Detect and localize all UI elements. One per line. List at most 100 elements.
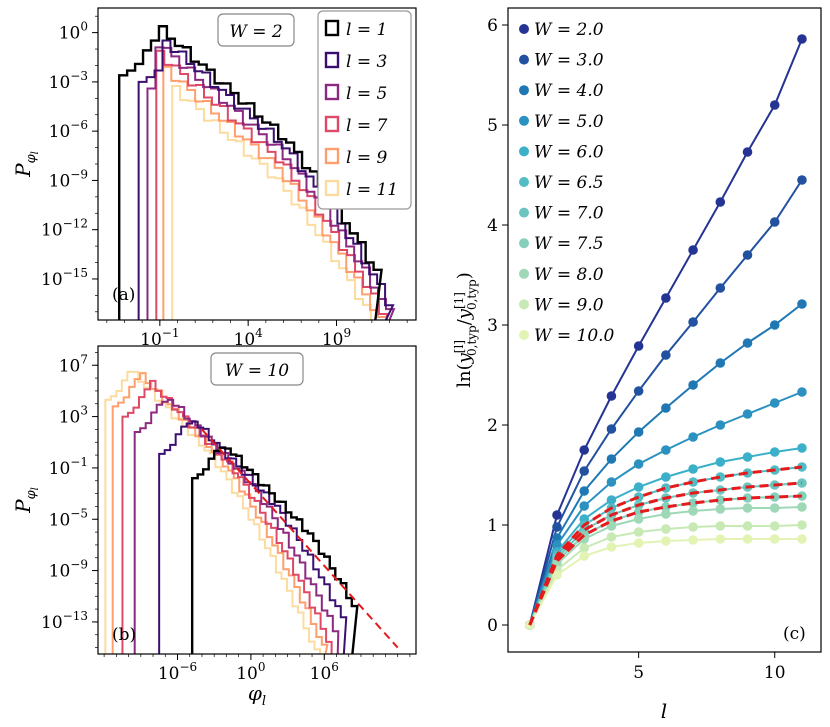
panel-c-ytick-4: 4	[487, 216, 498, 236]
panel-a-legend-swatch-4	[324, 147, 340, 165]
panel-c-xtick-1: 10	[764, 663, 786, 683]
panel-c-point-9-6	[688, 522, 698, 532]
panel-a-legend-label-3: l = 7	[346, 116, 387, 136]
panel-c-ytick-6: 6	[487, 16, 498, 36]
panel-c-legend: W = 2.0 W = 3.0 W = 4.0 W = 5.0 W = 6.0 W = 6…	[519, 20, 615, 346]
panel-c-legend-marker-8	[519, 268, 529, 279]
panel-a-ylabel: Pφl	[11, 151, 41, 178]
panel-c-legend-label-8: W = 8.0	[534, 265, 604, 285]
panel-a-legend-label-5: l = 11	[346, 180, 398, 200]
panel-c-legend-label-7: W = 7.5	[534, 234, 604, 254]
panel-a-ytick-1: 10−3	[49, 69, 88, 93]
panel-c-point-2-3	[606, 454, 617, 464]
panel-a-legend-swatch-2	[324, 83, 340, 101]
panel-c-legend-label-0: W = 2.0	[534, 20, 604, 40]
panel-c-point-3-8	[742, 409, 753, 419]
panel-c-legend-marker-4	[519, 146, 529, 157]
panel-a-xtick-0: 10−1	[140, 326, 179, 350]
panel-c-legend-label-9: W = 9.0	[534, 295, 604, 315]
panel-c-point-9-4	[633, 527, 644, 537]
panel-c-xlabel: l	[661, 699, 667, 723]
panel-b-hist-2	[133, 398, 340, 654]
panel-c-point-0-9	[769, 100, 780, 110]
panel-c-point-8-6	[688, 506, 698, 516]
panel-a-annotation-text: W = 2	[229, 22, 282, 42]
panel-c-point-4-5	[661, 472, 671, 482]
panel-c-point-8-5	[661, 509, 671, 519]
panel-c-point-1-8	[742, 250, 753, 260]
panel-b-xtick-1: 100	[236, 660, 265, 684]
panel-c-point-0-5	[661, 293, 671, 303]
svg-text:φl: φl	[248, 681, 266, 709]
panel-b-hist-3	[121, 379, 333, 654]
panel-c-point-4-7	[715, 457, 726, 467]
panel-c-point-3-7	[715, 420, 726, 430]
panel-c-point-7-5	[661, 502, 671, 512]
panel-c-ytick-1: 1	[487, 516, 498, 536]
panel-c-point-3-10	[797, 387, 807, 397]
panel-c-point-5-7	[715, 472, 726, 482]
panel-c-ytick-3: 3	[487, 316, 498, 336]
panel-a-legend-label-4: l = 9	[346, 148, 387, 168]
panel-c-legend-label-2: W = 4.0	[534, 81, 604, 101]
panel-a-legend-swatch-5	[324, 179, 340, 197]
panel-a-ytick-0: 100	[59, 20, 88, 44]
panel-c-legend-label-5: W = 6.5	[534, 173, 604, 193]
panel-b-ytick-5: 10−13	[41, 609, 88, 633]
panel-c-point-2-10	[797, 299, 807, 309]
panel-c-point-3-1	[552, 540, 562, 550]
panel-c-point-4-10	[797, 443, 807, 453]
panel-c-legend-label-3: W = 5.0	[534, 112, 604, 132]
panel-c-point-0-10	[797, 34, 807, 44]
panel-c-xtick-0: 5	[633, 663, 644, 683]
panel-c-point-3-9	[769, 398, 780, 408]
panel-c-fit-2	[528, 494, 803, 626]
panel-c-legend-marker-5	[519, 177, 529, 187]
panel-a-ytick-4: 10−12	[41, 217, 88, 241]
panel-c-point-2-6	[688, 380, 698, 390]
panel-b-ytick-0: 107	[59, 352, 88, 376]
panel-a-label: (a)	[112, 285, 135, 305]
panel-c-point-0-6	[688, 245, 698, 255]
panel-a-hist-5	[171, 84, 405, 320]
panel-c-point-0-3	[606, 391, 617, 401]
panel-c-point-7-9	[769, 492, 780, 502]
panel-b-annotation-text: W = 10	[225, 361, 289, 381]
panel-a-legend-swatch-3	[324, 115, 340, 133]
panel-a-legend-swatch-0	[324, 19, 340, 37]
panel-c-point-8-7	[715, 504, 726, 514]
svg-text:Pφl: Pφl	[11, 151, 41, 178]
panel-a: 10−1 104 109 100 10−3 10−6 10−9 10−12 10−15 W = …	[41, 7, 417, 350]
panel-c-point-10-7	[715, 534, 726, 544]
panel-c-point-1-1	[552, 522, 562, 532]
panel-a-legend-label-1: l = 3	[346, 52, 387, 72]
panel-c-point-2-9	[769, 320, 780, 330]
panel-a-ytick-2: 10−6	[49, 118, 88, 142]
panel-a-legend-label-2: l = 5	[346, 84, 387, 104]
panel-a-ytick-5: 10−15	[41, 266, 88, 290]
panel-c-point-0-4	[633, 341, 644, 351]
panel-c-legend-marker-10	[519, 330, 529, 340]
panel-b-ytick-4: 10−9	[49, 558, 88, 582]
panel-c-point-7-4	[633, 507, 644, 517]
panel-c-legend-label-4: W = 6.0	[534, 142, 604, 162]
panel-c-point-1-7	[715, 283, 726, 293]
panel-c-legend-marker-3	[519, 115, 529, 126]
panel-c-point-1-3	[606, 424, 617, 434]
svg-text:Pφl: Pφl	[11, 487, 41, 514]
panel-b-hist-5	[104, 370, 322, 654]
panel-c-point-1-2	[579, 466, 590, 476]
panel-c-point-4-3	[606, 495, 617, 505]
panel-c-point-9-8	[742, 521, 753, 531]
panel-c-legend-label-6: W = 7.0	[534, 204, 604, 224]
panel-c-point-10-4	[633, 538, 644, 548]
panel-c-point-9-3	[606, 532, 617, 542]
panel-b-hist-4	[111, 372, 329, 654]
panel-a-legend: l = 1 l = 3 l = 5 l = 7 l = 9 l = 11	[317, 10, 412, 210]
panel-a-hist-4	[162, 65, 400, 320]
panel-c-legend-marker-2	[519, 85, 529, 96]
panel-c-point-3-4	[633, 459, 644, 469]
panel-c-ytick-5: 5	[487, 116, 498, 136]
